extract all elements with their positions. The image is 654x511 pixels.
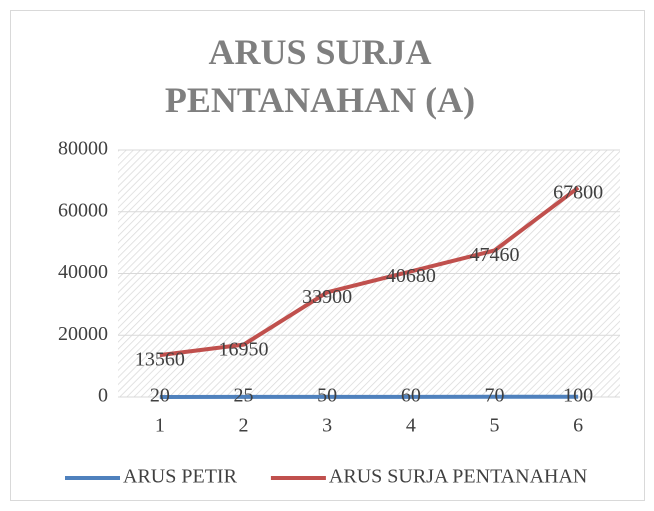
chart-title: ARUS SURJA PENTANAHAN (A) xyxy=(164,32,476,120)
x-tick-label: 4 xyxy=(406,415,416,437)
data-label: 70 xyxy=(485,384,505,406)
y-tick-label: 20000 xyxy=(58,323,108,345)
data-label: 60 xyxy=(401,384,421,406)
x-tick-label: 6 xyxy=(573,415,583,437)
y-tick-label: 40000 xyxy=(58,261,108,283)
y-tick-label: 60000 xyxy=(58,199,108,221)
data-label: 33900 xyxy=(302,286,352,308)
y-tick-label: 0 xyxy=(98,385,108,407)
data-label: 16950 xyxy=(219,338,269,360)
legend-label: ARUS SURJA PENTANAHAN xyxy=(329,466,587,488)
data-label: 100 xyxy=(563,384,593,406)
data-label: 13560 xyxy=(135,349,185,371)
data-label: 67800 xyxy=(553,181,603,203)
data-label: 50 xyxy=(317,384,337,406)
x-tick-label: 2 xyxy=(239,415,249,437)
data-label: 25 xyxy=(234,385,254,407)
x-tick-label: 1 xyxy=(155,415,165,437)
y-tick-label: 80000 xyxy=(58,138,108,160)
legend-label: ARUS PETIR xyxy=(123,466,238,488)
data-label: 40680 xyxy=(386,265,436,287)
x-tick-label: 5 xyxy=(490,415,500,437)
series-line xyxy=(159,186,580,358)
data-label: 47460 xyxy=(470,244,520,266)
data-label: 20 xyxy=(150,385,170,407)
x-tick-label: 3 xyxy=(322,415,332,437)
